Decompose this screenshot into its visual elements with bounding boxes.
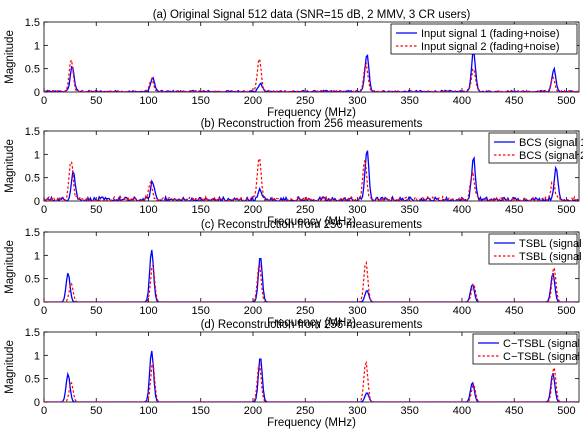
subplot-2: (b) Reconstruction from 256 measurements…: [4, 118, 583, 228]
x-tick-label: 300: [348, 305, 366, 317]
x-tick-label: 350: [401, 405, 419, 417]
x-tick-label: 200: [244, 95, 262, 107]
y-axis-label: Magnitude: [4, 30, 16, 84]
x-tick-label: 150: [192, 204, 210, 216]
x-tick-label: 500: [557, 204, 575, 216]
legend-label: C−TSBL (signal 2): [503, 351, 583, 363]
x-axis-label: Frequency (MHz): [267, 417, 356, 429]
x-tick-label: 150: [192, 305, 210, 317]
y-tick-label: 0: [34, 196, 40, 208]
legend-label: BCS (signal 2): [519, 150, 583, 162]
x-tick-label: 0: [41, 405, 47, 417]
x-tick-label: 100: [139, 204, 157, 216]
y-tick-label: 1.5: [25, 327, 40, 339]
legend: C−TSBL (signal 1)C−TSBL (signal 2): [472, 333, 583, 365]
x-tick-label: 0: [41, 204, 47, 216]
x-tick-label: 200: [244, 305, 262, 317]
x-tick-label: 200: [244, 405, 262, 417]
legend: Input signal 1 (fading+noise)Input signa…: [390, 23, 578, 55]
x-tick-label: 350: [401, 204, 419, 216]
x-tick-label: 400: [453, 305, 471, 317]
x-tick-label: 300: [348, 95, 366, 107]
x-tick-label: 200: [244, 204, 262, 216]
x-tick-label: 500: [557, 95, 575, 107]
series-line-2: [44, 156, 579, 201]
subplot-title: (d) Reconstruction from 256 measurements: [201, 319, 423, 331]
legend-box: [488, 233, 578, 265]
x-tick-label: 100: [139, 305, 157, 317]
x-axis-label: Frequency (MHz): [267, 317, 356, 329]
subplot-title: (b) Reconstruction from 256 measurements: [201, 118, 423, 130]
x-axis-label: Frequency (MHz): [267, 107, 356, 119]
y-axis-label: Magnitude: [4, 139, 16, 193]
y-tick-label: 0: [34, 87, 40, 99]
legend-label: BCS (signal 1): [519, 137, 583, 149]
legend-box: [488, 132, 578, 164]
x-tick-label: 250: [296, 305, 314, 317]
x-tick-label: 50: [90, 405, 102, 417]
y-tick-label: 0.5: [25, 274, 40, 286]
subplot-4: (d) Reconstruction from 256 measurements…: [4, 319, 583, 429]
y-tick-label: 1: [34, 40, 40, 52]
x-tick-label: 100: [139, 95, 157, 107]
legend-label: TSBL (signal 1): [519, 238, 583, 250]
x-tick-label: 450: [505, 204, 523, 216]
y-axis-label: Magnitude: [4, 340, 16, 394]
x-tick-label: 100: [139, 405, 157, 417]
x-tick-label: 500: [557, 405, 575, 417]
y-tick-label: 1.5: [25, 126, 40, 138]
x-tick-label: 300: [348, 204, 366, 216]
y-tick-label: 0.5: [25, 374, 40, 386]
x-tick-label: 300: [348, 405, 366, 417]
legend-label: Input signal 2 (fading+noise): [421, 41, 560, 53]
y-tick-label: 1: [34, 350, 40, 362]
y-tick-label: 1: [34, 250, 40, 262]
x-tick-label: 250: [296, 405, 314, 417]
legend-box: [390, 23, 578, 55]
legend: TSBL (signal 1)TSBL (signal 1): [488, 233, 583, 265]
legend-box: [472, 333, 578, 365]
y-tick-label: 0: [34, 297, 40, 309]
x-tick-label: 50: [90, 305, 102, 317]
legend: BCS (signal 1)BCS (signal 2): [488, 132, 583, 164]
legend-label: Input signal 1 (fading+noise): [421, 28, 560, 40]
legend-label: C−TSBL (signal 1): [503, 338, 583, 350]
x-tick-label: 350: [401, 305, 419, 317]
x-tick-label: 250: [296, 95, 314, 107]
x-tick-label: 500: [557, 305, 575, 317]
subplot-3: (c) Reconstruction from 256 measurements…: [4, 219, 583, 329]
subplot-1: (a) Original Signal 512 data (SNR=15 dB,…: [4, 9, 580, 119]
x-tick-label: 400: [453, 405, 471, 417]
x-tick-label: 400: [453, 95, 471, 107]
y-tick-label: 0.5: [25, 173, 40, 185]
y-tick-label: 1.5: [25, 17, 40, 29]
subplot-title: (a) Original Signal 512 data (SNR=15 dB,…: [153, 9, 471, 21]
x-tick-label: 150: [192, 405, 210, 417]
series-line-2: [44, 57, 579, 92]
x-tick-label: 450: [505, 305, 523, 317]
y-axis-label: Magnitude: [4, 240, 16, 294]
y-tick-label: 1.5: [25, 227, 40, 239]
x-tick-label: 50: [90, 95, 102, 107]
subplot-title: (c) Reconstruction from 256 measurements: [201, 219, 422, 231]
legend-label: TSBL (signal 1): [519, 251, 583, 263]
x-axis-label: Frequency (MHz): [267, 216, 356, 228]
y-tick-label: 0: [34, 397, 40, 409]
x-tick-label: 350: [401, 95, 419, 107]
y-tick-label: 0.5: [25, 64, 40, 76]
x-tick-label: 450: [505, 95, 523, 107]
x-tick-label: 450: [505, 405, 523, 417]
x-tick-label: 0: [41, 95, 47, 107]
x-tick-label: 250: [296, 204, 314, 216]
x-tick-label: 150: [192, 95, 210, 107]
x-tick-label: 400: [453, 204, 471, 216]
x-tick-label: 0: [41, 305, 47, 317]
y-tick-label: 1: [34, 149, 40, 161]
x-tick-label: 50: [90, 204, 102, 216]
